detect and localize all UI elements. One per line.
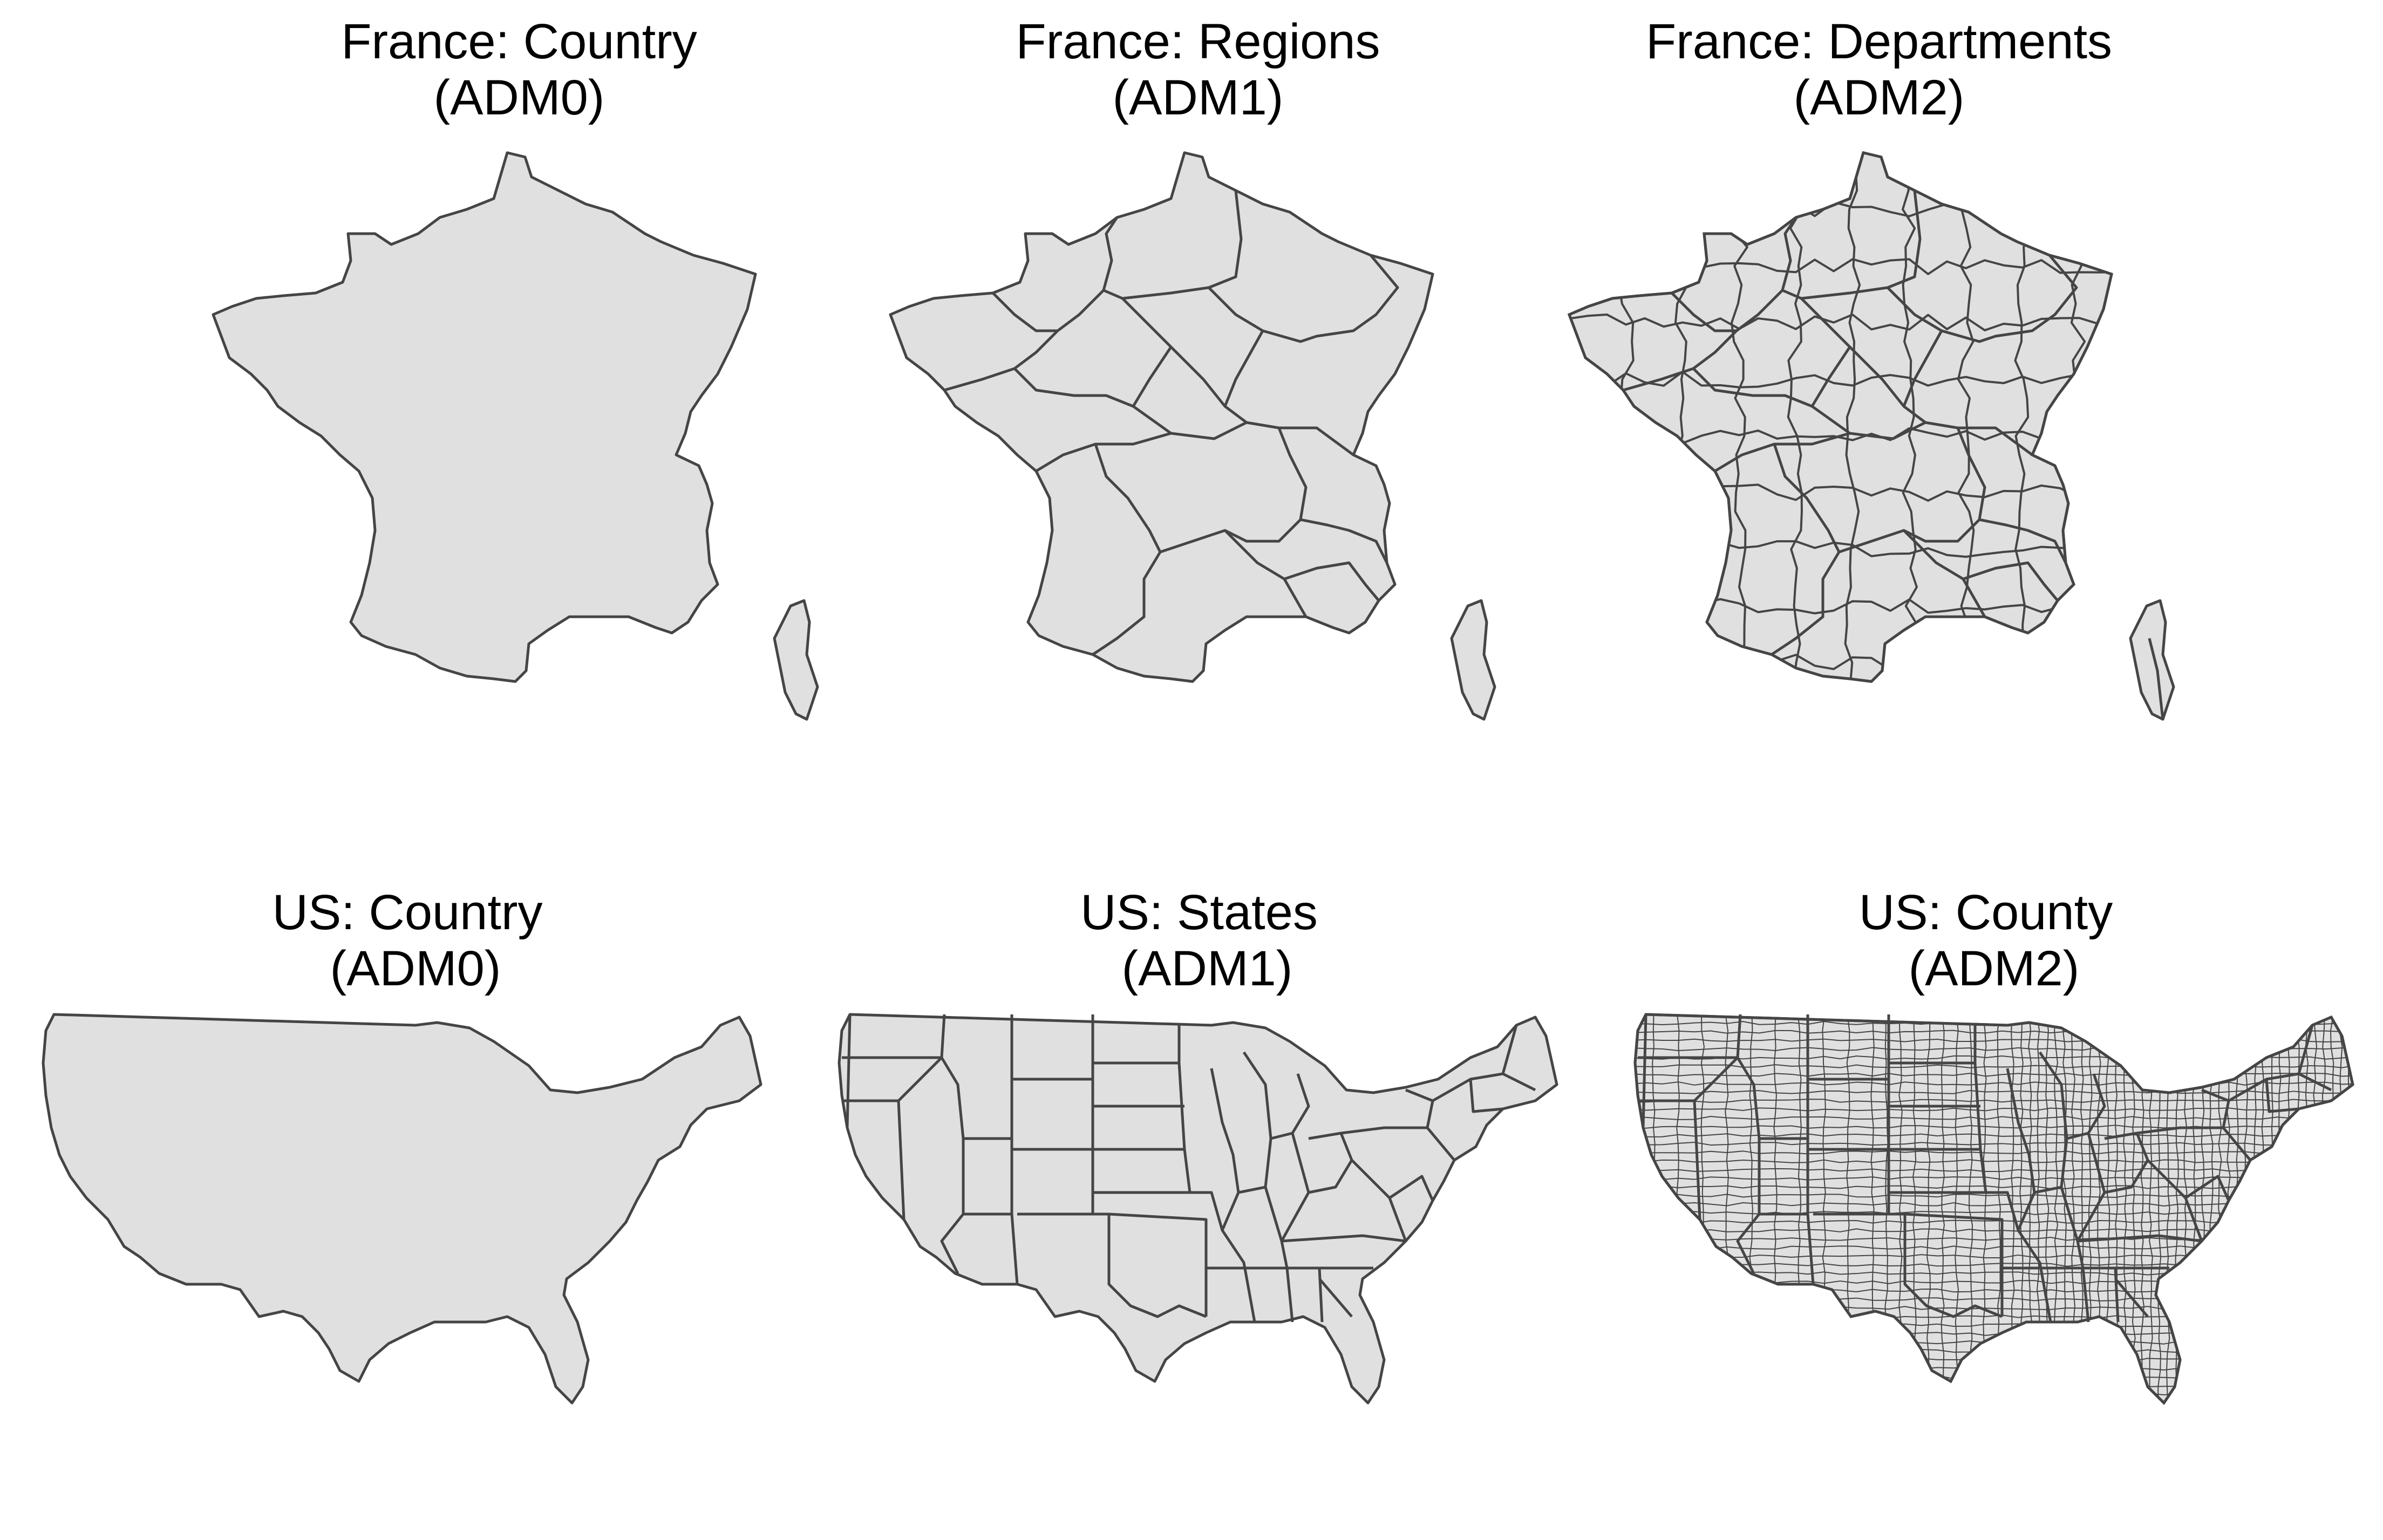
- panel-title-line2: (ADM0): [434, 70, 605, 125]
- panel-title-line2: (ADM2): [1794, 70, 1965, 125]
- panel-title-line1: France: Country: [341, 14, 697, 69]
- france-regions-map: [890, 153, 1495, 719]
- panel-fr-adm1: France: Regions (ADM1): [890, 14, 1495, 719]
- panel-title-line2: (ADM0): [330, 941, 501, 996]
- panel-fr-adm2: France: Departments (ADM2): [1558, 14, 2174, 719]
- panel-title-line1: US: County: [1859, 885, 2113, 940]
- panel-us-adm0: US: Country (ADM0): [43, 885, 761, 1403]
- panel-title-line1: US: States: [1080, 885, 1318, 940]
- panel-title-line2: (ADM2): [1909, 941, 2080, 996]
- panel-title-line1: France: Regions: [1016, 14, 1380, 69]
- panel-us-adm1: US: States (ADM1): [839, 885, 1557, 1403]
- us-states-map: [839, 1014, 1557, 1403]
- france-departments-map: [1558, 142, 2174, 719]
- panel-title-line2: (ADM1): [1113, 70, 1284, 125]
- us-country-map: [43, 1014, 761, 1403]
- panel-title-line1: US: Country: [272, 885, 542, 940]
- france-country-map: [213, 153, 818, 719]
- us-counties-map: [1624, 1009, 2360, 1405]
- panel-title-line1: France: Departments: [1646, 14, 2112, 69]
- panel-fr-adm0: France: Country (ADM0): [213, 14, 818, 719]
- panel-us-adm2: US: County (ADM2): [1624, 885, 2360, 1405]
- panel-title-line2: (ADM1): [1122, 941, 1293, 996]
